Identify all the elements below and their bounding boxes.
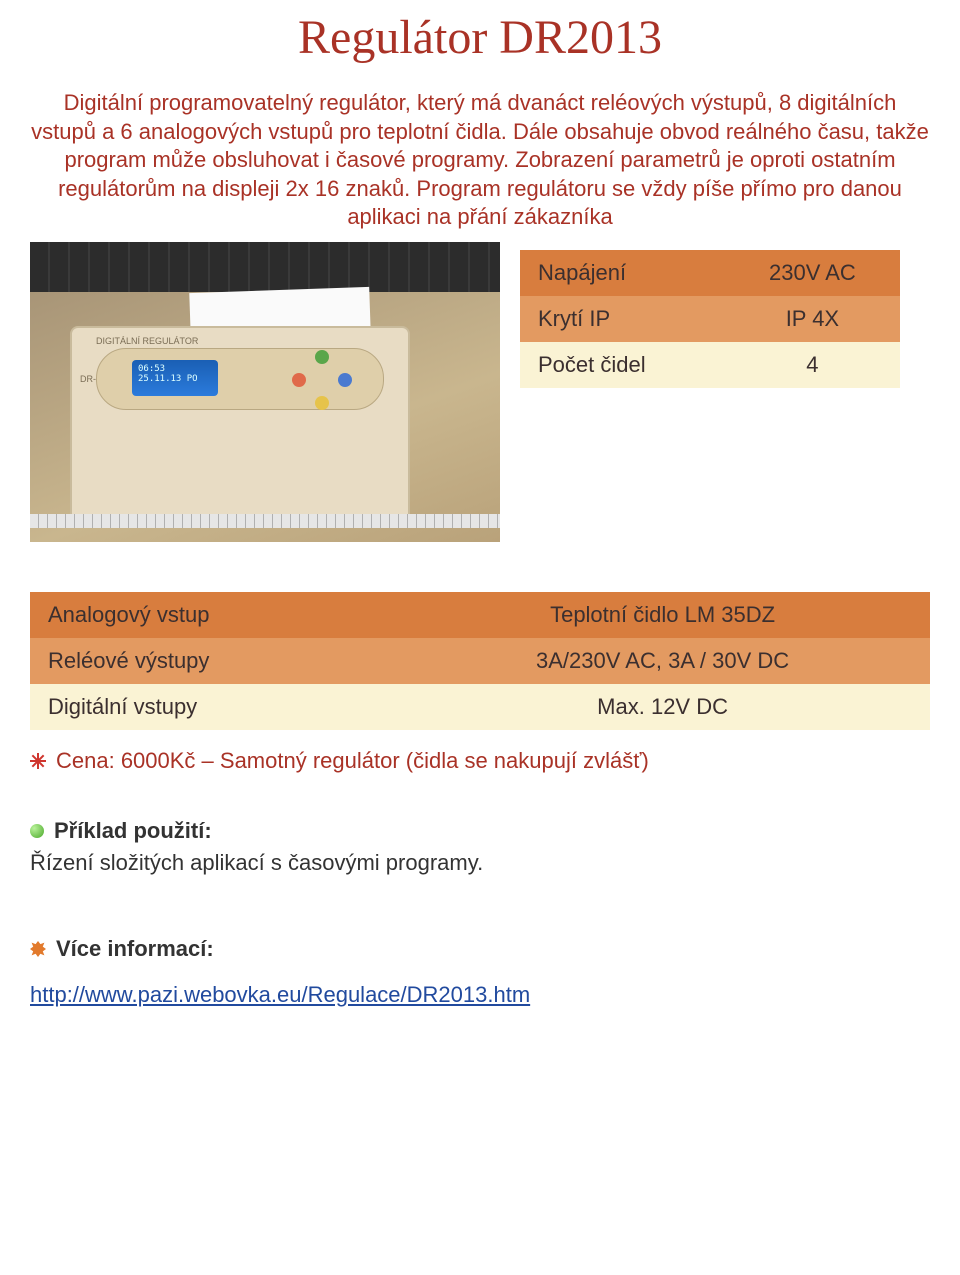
price-line: Cena: 6000Kč – Samotný regulátor (čidla …: [30, 748, 930, 774]
io-value: 3A/230V AC, 3A / 30V DC: [395, 638, 930, 684]
device-label-regulator: DIGITÁLNÍ REGULÁTOR: [96, 336, 198, 346]
spec-value: IP 4X: [725, 296, 900, 342]
spec-row-3: Počet čidel 4: [520, 342, 900, 388]
spec-label: Krytí IP: [520, 296, 725, 342]
product-photo: DIGITÁLNÍ REGULÁTOR DR-2013 06:53 25.11.…: [30, 242, 500, 542]
more-info-heading: Více informací:: [56, 936, 214, 962]
dpad-up-icon: [315, 350, 329, 364]
bullet-orange-icon: [30, 941, 46, 957]
io-table: Analogový vstup Teplotní čidlo LM 35DZ R…: [30, 592, 930, 730]
io-value: Teplotní čidlo LM 35DZ: [395, 592, 930, 638]
ruler-strip: [30, 514, 500, 528]
regulator-device: DIGITÁLNÍ REGULÁTOR DR-2013 06:53 25.11.…: [70, 326, 410, 526]
intro-paragraph: Digitální programovatelný regulátor, kte…: [30, 89, 930, 232]
example-text: Řízení složitých aplikací s časovými pro…: [30, 850, 930, 876]
lcd-line1: 06:53: [138, 364, 212, 374]
page-title: Regulátor DR2013: [30, 10, 930, 65]
spec-value: 4: [725, 342, 900, 388]
keyboard-strip: [30, 242, 500, 292]
spec-label: Počet čidel: [520, 342, 725, 388]
bullet-green-icon: [30, 824, 44, 838]
io-label: Analogový vstup: [30, 592, 395, 638]
io-row-3: Digitální vstupy Max. 12V DC: [30, 684, 930, 730]
lcd-display: 06:53 25.11.13 PO: [132, 360, 218, 396]
io-value: Max. 12V DC: [395, 684, 930, 730]
dpad-right-icon: [338, 373, 352, 387]
io-label: Digitální vstupy: [30, 684, 395, 730]
spec-row-2: Krytí IP IP 4X: [520, 296, 900, 342]
dpad-down-icon: [315, 396, 329, 410]
more-info-link[interactable]: http://www.pazi.webovka.eu/Regulace/DR20…: [30, 982, 530, 1007]
io-row-1: Analogový vstup Teplotní čidlo LM 35DZ: [30, 592, 930, 638]
spec-label: Napájení: [520, 250, 725, 296]
io-label: Reléové výstupy: [30, 638, 395, 684]
dpad-cluster: [292, 350, 352, 410]
dpad-left-icon: [292, 373, 306, 387]
spec-value: 230V AC: [725, 250, 900, 296]
io-row-2: Reléové výstupy 3A/230V AC, 3A / 30V DC: [30, 638, 930, 684]
price-text: Cena: 6000Kč – Samotný regulátor (čidla …: [56, 748, 649, 774]
star-icon: [30, 753, 46, 769]
spec-row-1: Napájení 230V AC: [520, 250, 900, 296]
spec-table: Napájení 230V AC Krytí IP IP 4X Počet či…: [520, 250, 900, 388]
example-heading: Příklad použití:: [54, 818, 212, 844]
example-section: Příklad použití: Řízení složitých aplika…: [30, 818, 930, 876]
more-info-section: Více informací: http://www.pazi.webovka.…: [30, 936, 930, 1008]
middle-row: DIGITÁLNÍ REGULÁTOR DR-2013 06:53 25.11.…: [30, 242, 930, 542]
lcd-line2: 25.11.13 PO: [138, 374, 212, 384]
